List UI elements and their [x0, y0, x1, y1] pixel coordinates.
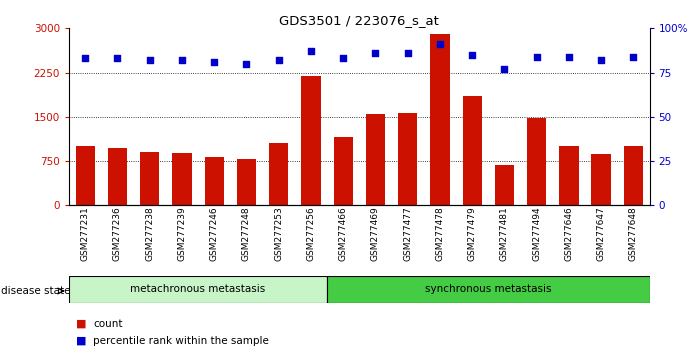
Title: GDS3501 / 223076_s_at: GDS3501 / 223076_s_at	[279, 14, 439, 27]
Point	[305, 48, 316, 54]
Point	[79, 56, 91, 61]
Point	[499, 66, 510, 72]
Point	[112, 56, 123, 61]
Bar	[237, 159, 256, 205]
Point	[273, 57, 284, 63]
Text: ■: ■	[76, 336, 86, 346]
Bar	[69, 276, 327, 303]
Text: GSM277481: GSM277481	[500, 207, 509, 262]
Bar	[430, 34, 450, 205]
Bar	[462, 96, 482, 205]
Bar	[527, 118, 547, 205]
Bar	[334, 137, 353, 205]
Point	[435, 41, 446, 47]
Bar	[301, 75, 321, 205]
Text: GSM277231: GSM277231	[81, 207, 90, 262]
Bar	[495, 165, 514, 205]
Point	[402, 50, 413, 56]
Text: GSM277478: GSM277478	[435, 207, 444, 262]
Bar	[108, 148, 127, 205]
Text: synchronous metastasis: synchronous metastasis	[425, 284, 551, 295]
Point	[338, 56, 349, 61]
Text: GSM277646: GSM277646	[565, 207, 574, 262]
Point	[628, 54, 639, 59]
Text: GSM277648: GSM277648	[629, 207, 638, 262]
Text: GSM277469: GSM277469	[371, 207, 380, 262]
Point	[144, 57, 155, 63]
Point	[176, 57, 187, 63]
Text: GSM277253: GSM277253	[274, 207, 283, 262]
Bar	[205, 157, 224, 205]
Point	[241, 61, 252, 67]
Text: GSM277647: GSM277647	[596, 207, 606, 262]
Text: GSM277238: GSM277238	[145, 207, 154, 262]
Bar	[269, 143, 288, 205]
Text: GSM277248: GSM277248	[242, 207, 251, 261]
Point	[370, 50, 381, 56]
Text: GSM277236: GSM277236	[113, 207, 122, 262]
Point	[531, 54, 542, 59]
Text: GSM277494: GSM277494	[532, 207, 541, 261]
Point	[209, 59, 220, 65]
Text: count: count	[93, 319, 123, 329]
Bar	[140, 152, 160, 205]
Text: GSM277246: GSM277246	[209, 207, 219, 261]
Text: GSM277256: GSM277256	[306, 207, 316, 262]
Text: metachronous metastasis: metachronous metastasis	[131, 284, 266, 295]
Point	[563, 54, 574, 59]
Bar	[172, 153, 191, 205]
Text: GSM277477: GSM277477	[403, 207, 413, 262]
Bar	[327, 276, 650, 303]
Text: percentile rank within the sample: percentile rank within the sample	[93, 336, 269, 346]
Bar	[624, 146, 643, 205]
Bar	[591, 154, 611, 205]
Text: GSM277466: GSM277466	[339, 207, 348, 262]
Text: ■: ■	[76, 319, 86, 329]
Bar	[559, 146, 578, 205]
Point	[596, 57, 607, 63]
Bar	[366, 114, 385, 205]
Point	[466, 52, 477, 58]
Bar	[398, 113, 417, 205]
Text: GSM277479: GSM277479	[468, 207, 477, 262]
Text: disease state: disease state	[1, 286, 70, 296]
Text: GSM277239: GSM277239	[178, 207, 187, 262]
Bar	[75, 146, 95, 205]
